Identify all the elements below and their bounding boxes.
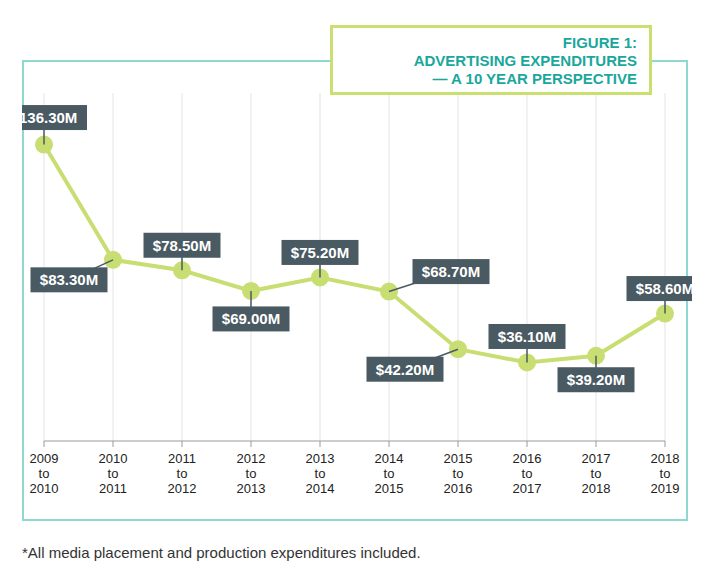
svg-text:$36.10M: $36.10M: [498, 328, 556, 345]
html-text:— A 10 YEAR PERSPECTIVE: — A 10 YEAR PERSPECTIVE: [432, 70, 637, 87]
svg-text:2017to2018: 2017to2018: [582, 451, 611, 496]
svg-text:2011to2012: 2011to2012: [168, 451, 197, 496]
svg-text:$69.00M: $69.00M: [222, 310, 280, 327]
html-text:*All media placement and produ: *All media placement and production expe…: [22, 544, 421, 561]
svg-text:2015to2016: 2015to2016: [444, 451, 473, 496]
svg-text:$75.20M: $75.20M: [291, 244, 349, 261]
svg-text:2016to2017: 2016to2017: [513, 451, 542, 496]
svg-text:$42.20M: $42.20M: [376, 361, 434, 378]
svg-text:2013to2014: 2013to2014: [306, 451, 335, 496]
svg-text:2010to2011: 2010to2011: [99, 451, 128, 496]
svg-text:2009to2010: 2009to2010: [30, 451, 59, 496]
svg-text:$83.30M: $83.30M: [40, 271, 98, 288]
svg-text:2018to2019: 2018to2019: [651, 451, 680, 496]
svg-text:$68.70M: $68.70M: [422, 263, 480, 280]
svg-text:$136.30M: $136.30M: [22, 109, 77, 126]
svg-text:$39.20M: $39.20M: [567, 371, 625, 388]
svg-text:$78.50M: $78.50M: [153, 237, 211, 254]
svg-text:2012to2013: 2012to2013: [237, 451, 266, 496]
html-text:FIGURE 1:: FIGURE 1:: [562, 34, 637, 51]
svg-text:2014to2015: 2014to2015: [375, 451, 404, 496]
svg-text:$58.60M: $58.60M: [636, 280, 692, 297]
html-text:ADVERTISING EXPENDITURES: ADVERTISING EXPENDITURES: [413, 52, 637, 69]
